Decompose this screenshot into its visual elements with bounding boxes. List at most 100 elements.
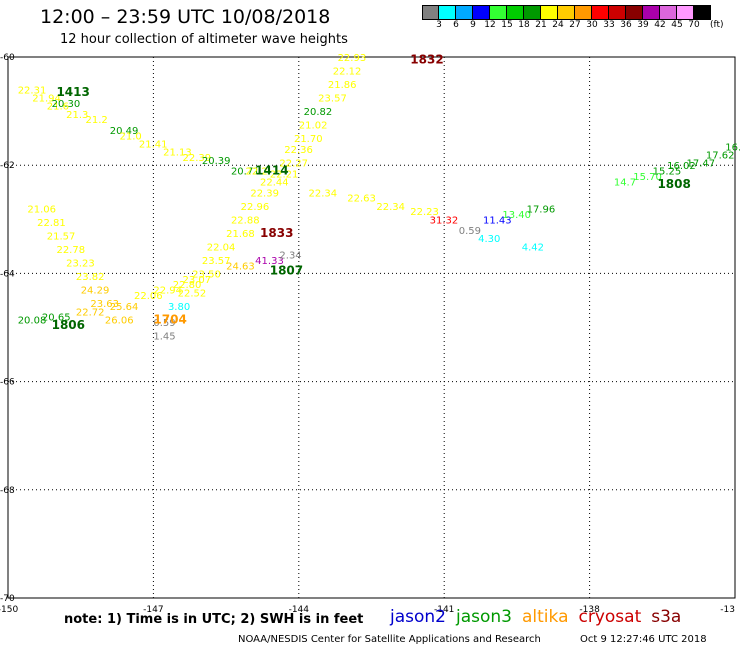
wave-height-value: 21.06 [27, 204, 56, 215]
wave-height-value: 21.2 [86, 115, 108, 126]
wave-height-value: 22.23 [410, 207, 439, 218]
wave-height-value: 23.23 [66, 259, 95, 270]
wave-height-value: 22.36 [284, 145, 313, 156]
wave-height-value: 22.72 [76, 307, 105, 318]
wave-height-value: 16.80 [725, 142, 740, 153]
wave-height-value: 20.30 [52, 99, 81, 110]
satellite-legend-jason3: jason3 [456, 607, 512, 627]
color-scale-swatch [456, 5, 473, 20]
wave-height-value: 3.80 [168, 302, 190, 313]
longitude-label: -147 [143, 605, 163, 615]
color-scale-label: 3 [436, 20, 442, 30]
generated-timestamp: Oct 9 12:27:46 UTC 2018 [580, 634, 707, 645]
pass-time-label: 1413 [56, 85, 89, 99]
wave-height-value: 41.33 [255, 256, 284, 267]
color-scale-label: 21 [535, 20, 547, 30]
color-scale-label: 24 [552, 20, 564, 30]
wave-height-value: 22.34 [376, 202, 405, 213]
color-scale-swatch [592, 5, 609, 20]
wave-height-value: 22.39 [250, 188, 279, 199]
pass-time-label: 1807 [270, 264, 303, 278]
pass-time-labels: 1413 1832 1414 1833 1807 1704 1806 1808 [52, 53, 691, 332]
latitude-label: -66 [0, 378, 15, 388]
pass-time-label: 1806 [52, 318, 85, 332]
color-scale-swatch [609, 5, 626, 20]
wave-height-value: 0.59 [459, 226, 481, 237]
color-scale-swatch [677, 5, 694, 20]
footer-note: note: 1) Time is in UTC; 2) SWH is in fe… [64, 612, 364, 627]
color-scale-swatch [660, 5, 677, 20]
wave-height-value: 21.68 [226, 229, 255, 240]
latitude-label: -60 [0, 53, 15, 63]
longitude-label: -138 [579, 605, 600, 615]
pass-time-label: 1833 [260, 226, 293, 240]
color-scale-label: 15 [501, 20, 513, 30]
wave-height-value: 22.12 [333, 67, 362, 78]
wave-height-value: 22.88 [231, 215, 260, 226]
wave-height-value: 20.82 [304, 107, 333, 118]
color-scale-swatch [422, 5, 439, 20]
color-scale-unit: (ft) [710, 20, 724, 30]
color-scale-swatch [490, 5, 507, 20]
satellite-legend: jason2 jason3 altika cryosat s3a [390, 607, 681, 627]
color-scale-label: 9 [470, 20, 476, 30]
wave-height-value: 1.45 [153, 332, 175, 343]
color-scale-label: 6 [453, 20, 459, 30]
wave-height-value: 22.52 [178, 288, 207, 299]
color-scale-label: 45 [671, 20, 683, 30]
satellite-legend-jason2: jason2 [390, 607, 446, 627]
color-scale-label: 27 [569, 20, 581, 30]
satellite-legend-cryosat: cryosat [578, 607, 642, 627]
wave-height-value: 21.41 [139, 140, 168, 151]
wave-height-value: 4.42 [522, 242, 544, 253]
color-scale-label: 42 [654, 20, 666, 30]
wave-height-value: 21.57 [47, 232, 76, 243]
wave-height-labels: 22.3121.9421.620.3021.321.220.4921.021.4… [18, 53, 740, 343]
color-scale-swatch [524, 5, 541, 20]
wave-height-value: 22.31 [18, 85, 47, 96]
color-scale-bar [422, 5, 711, 20]
color-scale-label: 12 [484, 20, 496, 30]
wave-height-value: 22.2 [245, 167, 267, 178]
wave-height-value: 23.07 [182, 275, 211, 286]
latitude-label: -68 [0, 486, 15, 496]
wave-height-value: 22.04 [207, 242, 236, 253]
color-scale-swatch [643, 5, 660, 20]
wave-height-value: 20.08 [18, 315, 47, 326]
wave-height-value: 22.78 [56, 245, 85, 256]
wave-height-value: 15.25 [653, 167, 682, 178]
axis-labels: -150 -147 -144 -141 -138 -13 -60 -62 -64 -66 -68 -7… [0, 53, 735, 615]
wave-height-value: 26.06 [105, 315, 134, 326]
color-scale-label: 33 [603, 20, 615, 30]
pass-time-label: 1414 [255, 164, 288, 178]
wave-height-value: 22.34 [308, 188, 337, 199]
color-scale-swatch [439, 5, 456, 20]
wave-height-value: 25.64 [110, 302, 139, 313]
satellite-legend-altika: altika [522, 607, 569, 627]
wave-height-value: 16.02 [667, 161, 696, 172]
color-scale-swatch [558, 5, 575, 20]
wave-height-value: 21.6 [47, 102, 69, 113]
wave-height-value: 23.57 [318, 94, 347, 105]
color-scale-swatch [507, 5, 524, 20]
wave-height-value: 21.70 [294, 134, 323, 145]
longitude-label: -144 [289, 605, 310, 615]
color-scale-swatch [541, 5, 558, 20]
wave-height-value: 22.21 [270, 169, 299, 180]
color-scale-swatch [575, 5, 592, 20]
wave-height-value: 22.27 [279, 158, 308, 169]
wave-height-value: 15.70 [633, 172, 662, 183]
wave-height-value: 4.30 [478, 234, 500, 245]
wave-height-value: 22.80 [173, 280, 202, 291]
color-scale-labels: 3 6 9 12 15 18 21 24 27 30 33 36 39 42 45 70 [422, 20, 740, 34]
map-subtitle: 12 hour collection of altimeter wave hei… [60, 32, 348, 47]
wave-height-value: 23.63 [90, 299, 119, 310]
latitude-label: -62 [0, 161, 15, 171]
wave-height-value: 17.96 [527, 204, 556, 215]
wave-height-value: 22.63 [347, 194, 376, 205]
wave-height-value: 21.3 [66, 110, 88, 121]
color-scale-label: 30 [586, 20, 598, 30]
satellite-legend-s3a: s3a [651, 607, 682, 627]
wave-height-value: 23.57 [202, 256, 231, 267]
color-scale-label: 18 [518, 20, 530, 30]
